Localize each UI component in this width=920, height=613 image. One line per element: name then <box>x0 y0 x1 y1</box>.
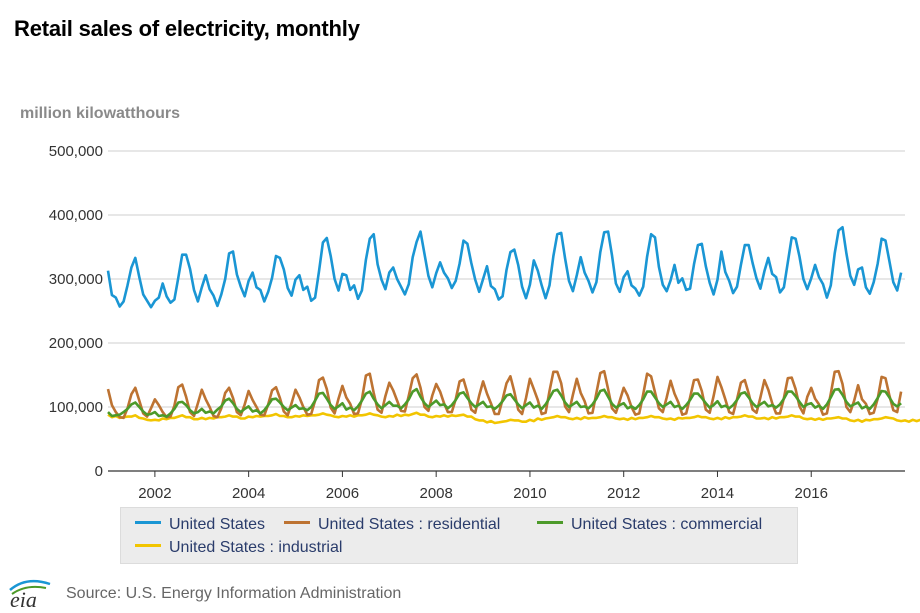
gridlines <box>108 150 905 472</box>
svg-text:eia: eia <box>10 587 37 610</box>
x-tick-label: 2016 <box>795 485 828 500</box>
legend-item-industrial[interactable]: United States : industrial <box>135 539 342 557</box>
y-tick-label: 200,000 <box>49 335 103 352</box>
series-line-1 <box>106 369 903 420</box>
series-line-2 <box>107 387 902 418</box>
legend-label: United States : residential <box>318 516 501 533</box>
x-tick-label: 2002 <box>138 485 171 500</box>
series-line-3 <box>107 411 920 425</box>
x-tick-marks: 2002 2004 2006 2008 2010 2012 2014 2016 <box>138 471 828 500</box>
y-tick-label: 0 <box>95 463 103 480</box>
y-axis-units-label: million kilowatthours <box>20 105 181 122</box>
series-lines <box>106 225 920 425</box>
y-tick-label: 500,000 <box>49 143 103 160</box>
legend-item-commercial[interactable]: United States : commercial <box>537 516 762 534</box>
chart-title: Retail sales of electricity, monthly <box>14 16 360 41</box>
x-tick-label: 2014 <box>701 485 734 500</box>
legend-swatch <box>537 521 563 525</box>
legend: United States United States : residentia… <box>120 507 798 564</box>
y-tick-label: 300,000 <box>49 271 103 288</box>
legend-label: United States : commercial <box>571 516 763 533</box>
x-tick-label: 2010 <box>513 485 546 500</box>
x-tick-label: 2004 <box>232 485 265 500</box>
legend-label: United States : industrial <box>169 539 343 556</box>
y-tick-label: 400,000 <box>49 207 103 224</box>
eia-logo: eia <box>9 579 51 610</box>
line-chart: 0 100,000 200,000 300,000 400,000 500,000 200… <box>49 143 920 500</box>
legend-swatch <box>135 544 161 548</box>
legend-swatch <box>135 521 161 525</box>
legend-item-residential[interactable]: United States : residential <box>284 516 500 534</box>
y-tick-labels: 0 100,000 200,000 300,000 400,000 500,000 <box>49 143 103 480</box>
footer: eia Source: U.S. Energy Information Admi… <box>0 578 920 613</box>
x-tick-label: 2012 <box>607 485 640 500</box>
x-tick-label: 2008 <box>419 485 452 500</box>
source-text: Source: U.S. Energy Information Administ… <box>66 585 402 602</box>
series-line-0 <box>106 225 903 309</box>
legend-label: United States <box>169 516 266 533</box>
legend-swatch <box>284 521 310 525</box>
legend-item-united-states[interactable]: United States <box>135 516 265 534</box>
y-tick-label: 100,000 <box>49 399 103 416</box>
x-tick-label: 2006 <box>326 485 359 500</box>
